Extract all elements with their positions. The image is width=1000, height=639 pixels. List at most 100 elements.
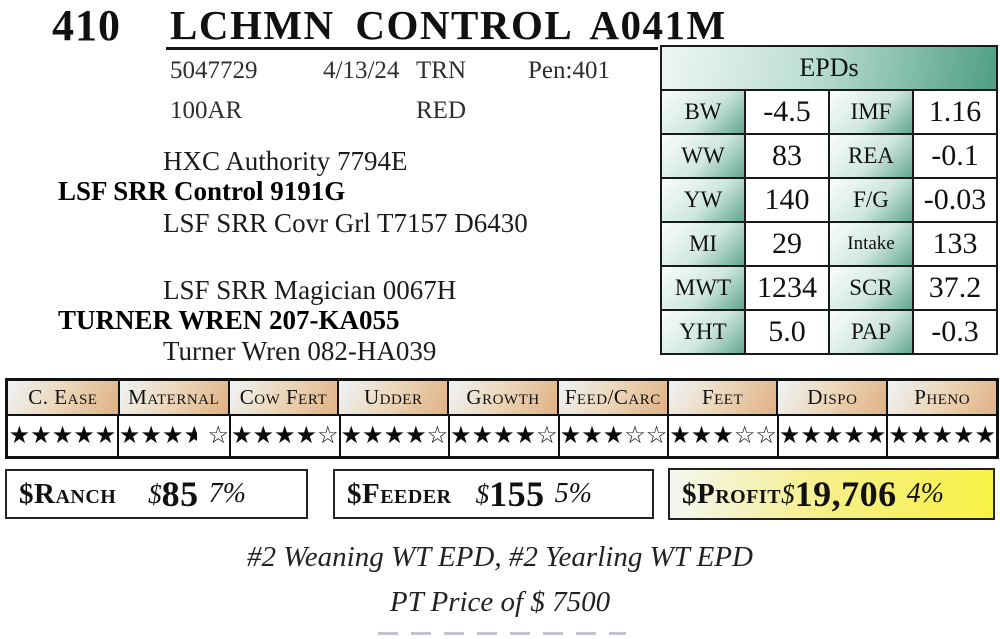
epd-value: 1.16: [912, 89, 998, 135]
star-full-icon: ★: [602, 423, 625, 449]
ratings-header-row: C. Ease Maternal Cow Fert Udder Growth Feed/C…: [8, 381, 996, 416]
cutoff-text-fragment: [378, 632, 626, 635]
epd-label: YHT: [660, 309, 746, 355]
star-empty-icon: ☆: [645, 423, 668, 449]
profit-label: $Profit: [682, 477, 782, 510]
rating-header: Feet: [666, 381, 777, 416]
star-full-icon: ★: [405, 423, 427, 449]
epd-label: BW: [660, 89, 746, 135]
epd-value: 140: [744, 177, 830, 223]
star-full-icon: ★: [559, 423, 582, 449]
maternal-grandsire: LSF SRR Magician 0067H: [163, 275, 457, 305]
epd-value: -0.1: [912, 133, 998, 179]
feeder-label: $Feeder: [347, 477, 452, 510]
rating-stars: ★ ★ ★ ★ ☆: [116, 416, 229, 456]
star-full-icon: ★: [340, 423, 363, 449]
epd-label: WW: [660, 133, 746, 179]
feeder-amount: 155: [489, 474, 545, 514]
star-full-icon: ★: [51, 423, 74, 449]
epd-label: REA: [828, 133, 914, 179]
star-full-icon: ★: [974, 423, 996, 449]
star-full-icon: ★: [888, 423, 910, 449]
star-full-icon: ★: [252, 423, 274, 449]
rating-header: Feed/Carc: [556, 381, 667, 416]
pen-number: Pen:401: [528, 57, 610, 84]
star-full-icon: ★: [118, 423, 141, 449]
feeder-currency: $: [475, 478, 490, 509]
epd-value: 133: [912, 221, 998, 267]
star-empty-icon: ☆: [624, 423, 646, 449]
star-full-icon: ★: [909, 423, 932, 449]
star-full-icon: ★: [864, 423, 887, 449]
epd-value: 83: [744, 133, 830, 179]
epd-row: WW 83 REA -0.1: [660, 133, 998, 179]
breed-composition: 100AR: [170, 97, 243, 124]
star-full-icon: ★: [295, 423, 318, 449]
animal-name-title: LCHMN CONTROL A041M: [170, 2, 727, 48]
epd-label: PAP: [828, 309, 914, 355]
paternal-grandsire: HXC Authority 7794E: [163, 146, 408, 176]
ranch-amount: 85: [161, 474, 199, 514]
title-underline: [166, 47, 658, 50]
rating-stars: ★ ★ ★ ★ ☆: [448, 416, 558, 456]
star-empty-icon: ☆: [207, 423, 229, 449]
star-empty-icon: ☆: [733, 423, 756, 449]
star-empty-icon: ☆: [536, 423, 558, 449]
star-full-icon: ★: [273, 423, 296, 449]
star-full-icon: ★: [778, 423, 801, 449]
star-full-icon: ★: [140, 423, 162, 449]
rating-header: Cow Fert: [227, 381, 338, 416]
rating-header: C. Ease: [8, 381, 118, 416]
star-full-icon: ★: [362, 423, 384, 449]
star-full-icon: ★: [669, 423, 691, 449]
feeder-value-box: $Feeder $ 155 5%: [333, 469, 654, 519]
star-full-icon: ★: [514, 423, 537, 449]
epd-table-title: EPDs: [660, 45, 998, 91]
rating-stars: ★ ★ ★ ★ ☆: [228, 416, 339, 456]
star-full-icon: ★: [800, 423, 822, 449]
star-full-icon: ★: [471, 423, 494, 449]
footnote-pt-price: PT Price of $ 7500: [389, 586, 611, 618]
star-empty-icon: ☆: [426, 423, 449, 449]
footnote-rankings: #2 Weaning WT EPD, #2 Yearling WT EPD: [247, 541, 753, 573]
epd-label: SCR: [828, 265, 914, 311]
star-full-icon: ★: [450, 423, 472, 449]
profit-amount: 19,706: [794, 474, 897, 514]
rating-header: Dispo: [776, 381, 887, 416]
epd-row: MI 29 Intake 133: [660, 221, 998, 267]
maternal-granddam: Turner Wren 082-HA039: [163, 336, 437, 366]
star-empty-icon: ☆: [755, 423, 777, 449]
epd-row: YW 140 F/G -0.03: [660, 177, 998, 223]
code-trn: TRN: [416, 57, 466, 84]
dam-name: TURNER WREN 207-KA055: [58, 305, 400, 335]
star-full-icon: ★: [821, 423, 844, 449]
star-full-icon: ★: [383, 423, 406, 449]
rating-header: Growth: [447, 381, 557, 416]
epd-label: MWT: [660, 265, 746, 311]
star-full-icon: ★: [931, 423, 953, 449]
ranch-label: $Ranch: [19, 477, 117, 510]
epd-row: MWT 1234 SCR 37.2: [660, 265, 998, 311]
star-full-icon: ★: [952, 423, 975, 449]
profit-value-box: $Profit $ 19,706 4%: [668, 468, 995, 520]
star-full-icon: ★: [493, 423, 515, 449]
epd-value: -0.03: [912, 177, 998, 223]
star-full-icon: ★: [230, 423, 253, 449]
ranch-percent: 7%: [208, 478, 246, 509]
rating-stars: ★ ★ ★ ★ ☆: [338, 416, 449, 456]
lot-number: 410: [52, 1, 121, 50]
rating-stars: ★ ★ ★ ★ ★: [776, 416, 887, 456]
epd-label: F/G: [828, 177, 914, 223]
feeder-percent: 5%: [554, 478, 592, 509]
epd-table: EPDs BW -4.5 IMF 1.16 WW 83 REA -0.1 YW 140 F/G -0.…: [660, 45, 998, 355]
coat-color: RED: [416, 97, 466, 124]
epd-value: 1234: [744, 265, 830, 311]
star-full-icon: ★: [73, 423, 95, 449]
star-full-icon: ★: [30, 423, 52, 449]
epd-table-body: BW -4.5 IMF 1.16 WW 83 REA -0.1 YW 140 F/G -0.03 MI 2…: [660, 89, 998, 355]
star-full-icon: ★: [690, 423, 713, 449]
rating-stars: ★ ★ ★ ★ ★: [8, 416, 117, 456]
epd-row: BW -4.5 IMF 1.16: [660, 89, 998, 135]
epd-label: IMF: [828, 89, 914, 135]
